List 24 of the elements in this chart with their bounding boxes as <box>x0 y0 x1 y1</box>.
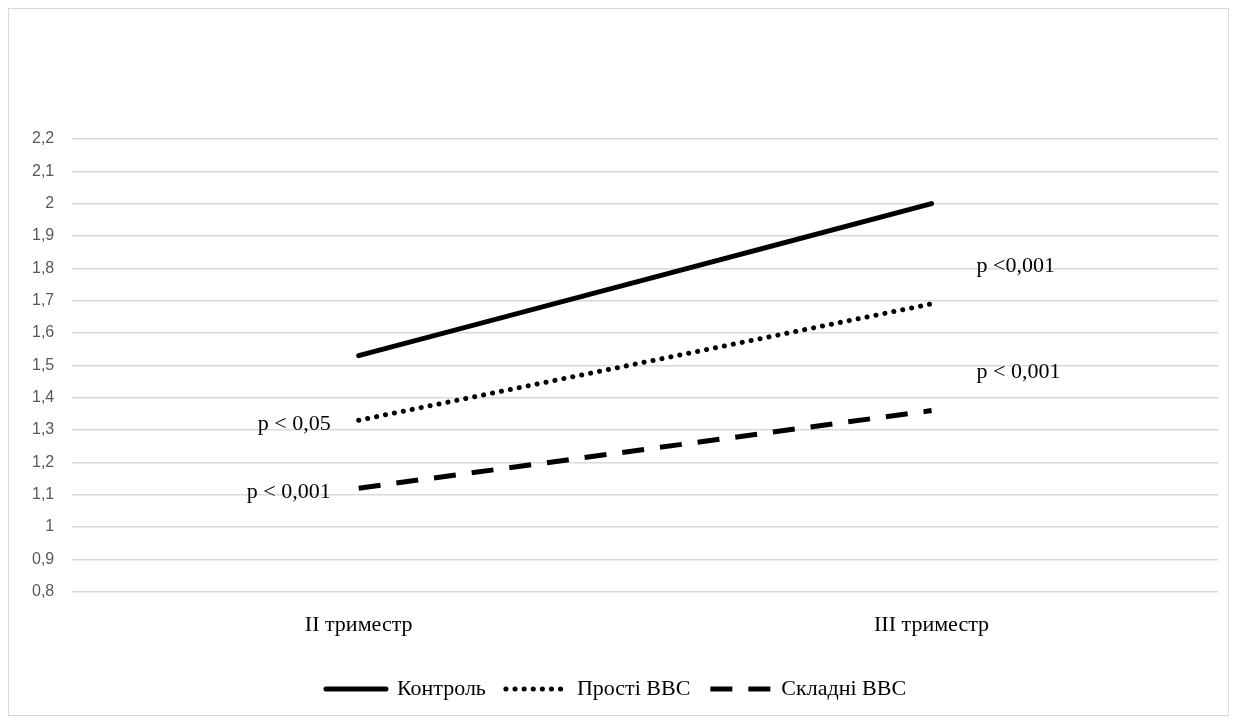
annotation: p <0,001 <box>976 251 1055 277</box>
y-tick-label: 2,1 <box>31 161 55 179</box>
y-tick-label: 1,6 <box>31 323 55 341</box>
y-tick-label: 2,2 <box>31 129 55 147</box>
y-tick-label: 1,1 <box>31 485 55 503</box>
x-tick-label: II триместр <box>304 610 413 636</box>
legend-label: Прості ВВС <box>576 674 691 700</box>
y-tick-label: 0,8 <box>31 582 55 600</box>
legend-label: Контроль <box>396 674 486 700</box>
y-tick-label: 0,9 <box>31 549 55 567</box>
y-tick-label: 1,7 <box>31 291 55 309</box>
annotation: p < 0,001 <box>976 358 1061 384</box>
y-tick-label: 1,9 <box>31 226 55 244</box>
y-tick-label: 2 <box>45 194 55 212</box>
y-tick-label: 1,2 <box>31 452 55 470</box>
y-tick-label: 1,8 <box>31 258 55 276</box>
annotation: p < 0,05 <box>257 410 331 436</box>
legend-label: Складні ВВС <box>781 674 907 700</box>
y-tick-label: 1 <box>45 517 55 535</box>
y-tick-label: 1,3 <box>31 420 55 438</box>
y-tick-label: 1,5 <box>31 355 55 373</box>
annotation: p < 0,001 <box>246 477 331 503</box>
y-tick-label: 1,4 <box>31 388 55 406</box>
x-tick-label: III триместр <box>874 610 990 636</box>
